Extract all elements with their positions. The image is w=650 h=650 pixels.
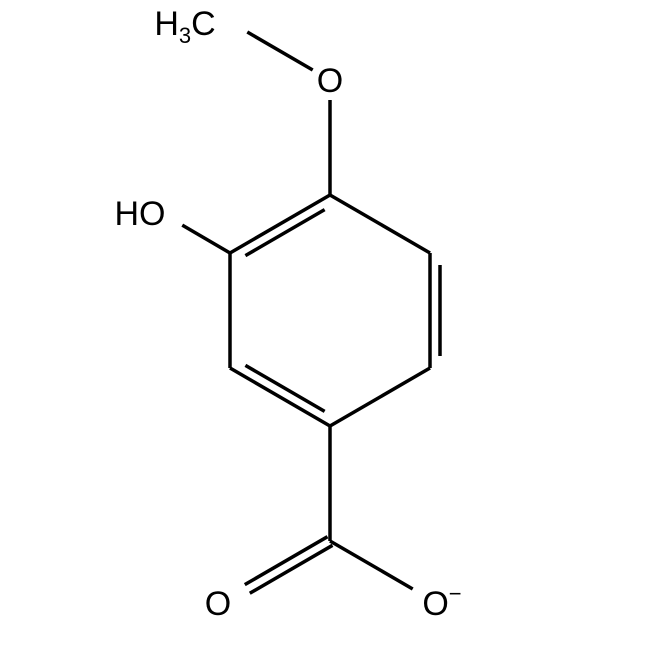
atom-label-ether_O: O (317, 62, 343, 100)
atom-label-carbonyl_O: O (205, 585, 231, 623)
atom-label-hydroxyl: HO (115, 195, 166, 233)
atom-label-methyl: H3C (154, 5, 215, 48)
atom-label-oxyanion: O− (422, 581, 461, 623)
